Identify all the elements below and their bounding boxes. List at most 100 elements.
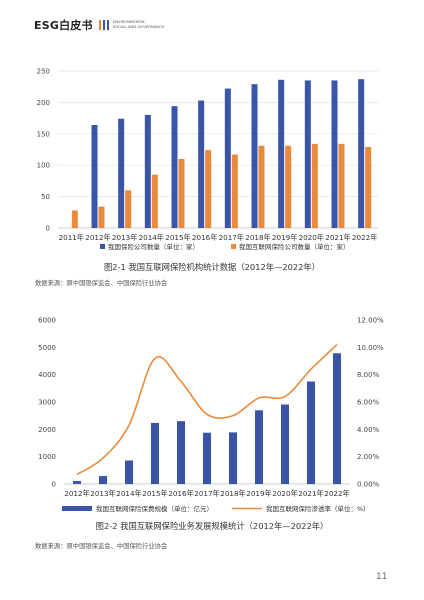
chart1-bar-internet-insurers bbox=[258, 145, 265, 228]
chart2-x-tick-label: 2019年 bbox=[246, 489, 271, 498]
chart1-bar-internet-insurers bbox=[71, 210, 78, 228]
chart2-bar-premium bbox=[307, 381, 315, 484]
chart1-bar-insurers bbox=[331, 80, 338, 228]
chart1-bar-internet-insurers bbox=[178, 158, 185, 228]
chart2-y-left-tick-label: 5000 bbox=[38, 344, 56, 352]
chart2-bar-premium bbox=[99, 476, 107, 484]
chart2-x-tick-label: 2016年 bbox=[168, 489, 193, 498]
chart2-bar-premium bbox=[333, 353, 341, 484]
chart2-y-right-tick-label: 6.00% bbox=[357, 399, 380, 407]
chart2-caption: 图2-2 我国互联网保险业务发展规模统计（2012年—2022年） bbox=[95, 521, 329, 531]
chart1-bar-insurers bbox=[171, 106, 178, 228]
chart1-bar-insurers bbox=[304, 80, 311, 228]
chart1-x-tick-label: 2012年 bbox=[85, 233, 110, 242]
chart1-x-tick-label: 2013年 bbox=[112, 233, 137, 242]
brand-bar-blue-1 bbox=[102, 20, 105, 30]
chart2-source: 数据来源：原中国银保监会、中国保险行业协会 bbox=[35, 543, 168, 550]
chart1-bar-insurers bbox=[358, 79, 365, 228]
brand-subtitle: ENVIRONMENTAL SOCIAL AND GOVERNANCE bbox=[113, 20, 164, 29]
chart1-source: 数据来源：原中国银保监会、中国保险行业协会 bbox=[35, 280, 168, 287]
chart1-legend-label-insurers: 我国保险公司数量（单位：家） bbox=[108, 242, 199, 251]
chart2-line-penetration bbox=[76, 344, 338, 476]
chart2-y-right-tick-label: 4.00% bbox=[357, 426, 380, 434]
chart1-y-tick-label: 250 bbox=[37, 68, 50, 76]
chart2-x-tick-label: 2017年 bbox=[194, 489, 219, 498]
chart2-bar-premium bbox=[151, 422, 159, 484]
chart1-bar-insurers bbox=[118, 118, 125, 228]
chart1-bar-internet-insurers bbox=[311, 143, 318, 228]
chart1-legend-label-internet-insurers: 我国互联网保险公司数量（单位：家） bbox=[239, 242, 350, 251]
chart1-x-tick-label: 2020年 bbox=[299, 233, 324, 242]
chart1-legend-swatch-internet-insurers bbox=[231, 244, 236, 249]
chart1-y-tick-label: 0 bbox=[46, 225, 50, 233]
chart2-y-left-tick-label: 6000 bbox=[38, 317, 56, 325]
chart1-x-tick-label: 2019年 bbox=[272, 233, 297, 242]
chart1-bar-internet-insurers bbox=[285, 145, 292, 228]
chart1-x-tick-label: 2021年 bbox=[325, 233, 350, 242]
chart2-y-right-tick-label: 12.00% bbox=[357, 317, 384, 325]
brand-title: ESG白皮书 bbox=[34, 19, 93, 32]
chart1-bar-internet-insurers bbox=[98, 206, 105, 228]
chart2-bar-premium bbox=[177, 421, 185, 484]
chart2-y-right-tick-label: 8.00% bbox=[357, 371, 380, 379]
chart2-y-left-tick-label: 1000 bbox=[38, 453, 56, 461]
chart1-bar-insurers bbox=[224, 88, 231, 228]
chart2-bar-premium bbox=[255, 410, 263, 484]
chart2-y-right-tick-label: 0.00% bbox=[357, 481, 380, 489]
chart1-y-tick-label: 100 bbox=[37, 162, 50, 170]
chart2-y-right-tick-label: 2.00% bbox=[357, 453, 380, 461]
chart1-bar-insurers bbox=[91, 125, 98, 228]
chart2-x-tick-label: 2020年 bbox=[272, 489, 297, 498]
chart1-x-tick-label: 2022年 bbox=[352, 233, 377, 242]
chart2-bar-premium bbox=[229, 432, 237, 484]
chart1-bar-internet-insurers bbox=[338, 143, 345, 228]
chart1-bar-insurers bbox=[278, 79, 285, 229]
chart2-x-tick-label: 2012年 bbox=[64, 489, 89, 498]
chart1-bar-insurers bbox=[144, 114, 151, 228]
chart1-y-tick-label: 150 bbox=[37, 130, 50, 138]
chart1-bar-internet-insurers bbox=[231, 154, 238, 228]
chart2-y-left-tick-label: 0 bbox=[52, 481, 56, 489]
chart1-caption: 图2-1 我国互联网保险机构统计数据（2012年—2022年） bbox=[103, 262, 321, 272]
brand-subtitle-line2: SOCIAL AND GOVERNANCE bbox=[112, 24, 165, 29]
chart2-x-tick-label: 2015年 bbox=[142, 489, 167, 498]
chart1-bar-insurers bbox=[198, 100, 205, 228]
chart2-bar-premium bbox=[203, 432, 211, 484]
chart2-bar-premium bbox=[281, 404, 289, 484]
chart2-x-tick-label: 2014年 bbox=[116, 489, 141, 498]
chart1-x-tick-label: 2017年 bbox=[219, 233, 244, 242]
page-header: ESG白皮书 ENVIRONMENTAL SOCIAL AND GOVERNAN… bbox=[34, 12, 164, 38]
chart1-bar-internet-insurers bbox=[125, 190, 132, 228]
chart2-y-left-tick-label: 2000 bbox=[38, 426, 56, 434]
chart1-x-tick-label: 2018年 bbox=[245, 233, 270, 242]
chart2-x-tick-label: 2021年 bbox=[298, 489, 323, 498]
chart2-bar-premium bbox=[73, 480, 81, 484]
chart2-legend-label-premium: 我国互联网保险保费规模（单位：亿元） bbox=[96, 504, 213, 513]
brand-bar-orange bbox=[98, 20, 101, 30]
chart2-legend-label-penetration: 我国互联网保险渗透率（单位：%） bbox=[266, 504, 370, 513]
chart2-x-tick-label: 2018年 bbox=[220, 489, 245, 498]
chart2-bar-premium bbox=[125, 460, 133, 484]
chart1-bar-internet-insurers bbox=[151, 174, 158, 228]
chart2-x-tick-label: 2013年 bbox=[90, 489, 115, 498]
chart2-y-left-tick-label: 4000 bbox=[38, 371, 56, 379]
institution-count-chart: 0 50 100 150 200 250 2011年 2012年 2013年 2014年 2015年… bbox=[37, 68, 378, 251]
chart1-bar-internet-insurers bbox=[205, 150, 212, 228]
chart1-legend-swatch-insurers bbox=[100, 244, 105, 249]
chart1-x-tick-label: 2011年 bbox=[59, 233, 84, 242]
chart1-x-tick-label: 2014年 bbox=[139, 233, 164, 242]
brand-bars-icon bbox=[98, 20, 109, 30]
brand-subtitle-line1: ENVIRONMENTAL bbox=[112, 19, 146, 25]
chart1-bar-internet-insurers bbox=[365, 146, 372, 228]
chart2-y-left-tick-label: 3000 bbox=[38, 399, 56, 407]
chart2-y-right-tick-label: 10.00% bbox=[357, 344, 384, 352]
page-number: 11 bbox=[376, 572, 388, 582]
chart1-y-tick-label: 200 bbox=[37, 99, 50, 107]
chart1-y-tick-label: 50 bbox=[41, 193, 50, 201]
chart2-legend-swatch-premium bbox=[62, 506, 92, 511]
chart1-x-tick-label: 2015年 bbox=[165, 233, 190, 242]
chart2-x-tick-label: 2022年 bbox=[324, 489, 349, 498]
chart1-x-tick-label: 2016年 bbox=[192, 233, 217, 242]
brand-bar-blue-2 bbox=[106, 20, 109, 30]
